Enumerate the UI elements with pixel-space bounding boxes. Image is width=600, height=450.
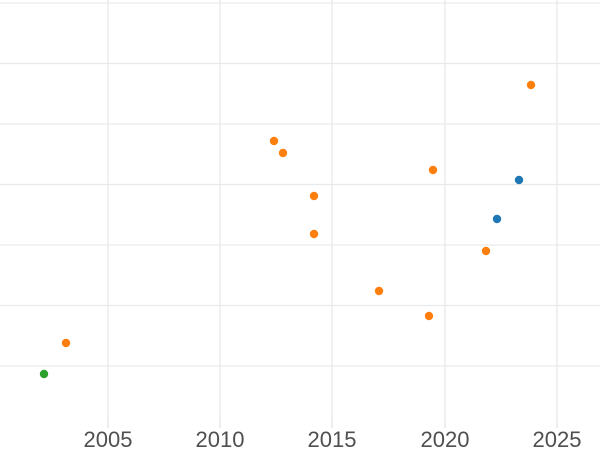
scatter-point-orange: [309, 229, 319, 239]
scatter-point-orange: [278, 148, 288, 158]
scatter-point-orange: [424, 311, 434, 321]
scatter-point-blue: [492, 214, 502, 224]
x-tick-label: 2010: [196, 427, 245, 450]
scatter-point-orange: [481, 246, 491, 256]
x-tick-label: 2020: [421, 427, 470, 450]
scatter-point-orange: [428, 165, 438, 175]
scatter-point-blue: [514, 175, 524, 185]
scatter-point-orange: [269, 136, 279, 146]
scatter-point-orange: [309, 191, 319, 201]
x-tick-label: 2025: [533, 427, 582, 450]
scatter-point-orange: [526, 80, 536, 90]
scatter-point-green: [39, 369, 49, 379]
scatter-point-orange: [374, 286, 384, 296]
x-tick-label: 2015: [308, 427, 357, 450]
x-tick-label: 2005: [84, 427, 133, 450]
scatter-point-orange: [61, 338, 71, 348]
